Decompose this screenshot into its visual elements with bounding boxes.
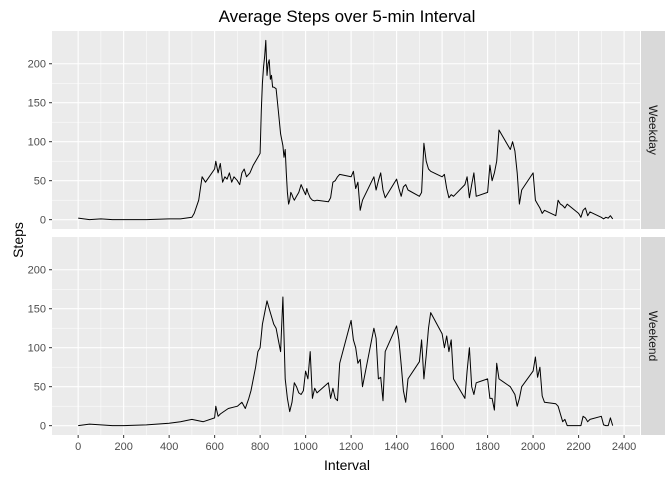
- y-tick-label: 100: [28, 137, 46, 149]
- x-tick-label: 2200: [566, 441, 590, 453]
- x-tick-label: 800: [251, 441, 269, 453]
- panel-background: [52, 237, 640, 435]
- y-tick-label: 150: [28, 304, 46, 316]
- y-tick-label: 200: [28, 265, 46, 277]
- x-tick-label: 1600: [430, 441, 454, 453]
- panel-background: [52, 31, 640, 229]
- x-tick-label: 600: [205, 441, 223, 453]
- y-tick-label: 150: [28, 98, 46, 110]
- facet-panel-weekday: 0 50 100 150 200 Weekday: [28, 31, 665, 229]
- y-tick-label: 50: [34, 176, 46, 188]
- x-tick-label: 2400: [612, 441, 636, 453]
- series-line-weekend: [78, 296, 614, 427]
- facet-strip: [641, 31, 665, 229]
- y-tick-label: 0: [40, 215, 46, 227]
- y-axis-title: Steps: [10, 222, 26, 258]
- x-tick-label: 200: [114, 441, 132, 453]
- x-tick-label: 1400: [384, 441, 408, 453]
- x-axis: 0 200 400 600 800 1000 1200 1400 1600 1800 2000 220…: [75, 435, 636, 453]
- facet-panel-weekend: 0 50 100 150 200 Weekend: [28, 237, 665, 435]
- series-line-weekday: [78, 39, 614, 221]
- facet-strip-label: Weekday: [646, 105, 660, 155]
- facet-strip: [641, 237, 665, 435]
- x-axis-title: Interval: [324, 457, 370, 473]
- x-tick-label: 1200: [339, 441, 363, 453]
- facet-strip-label: Weekend: [646, 311, 660, 361]
- y-tick-label: 0: [40, 421, 46, 433]
- y-tick-label: 200: [28, 59, 46, 71]
- x-tick-label: 2000: [521, 441, 545, 453]
- x-tick-label: 1000: [293, 441, 317, 453]
- y-tick-label: 100: [28, 343, 46, 355]
- facet-panels: 0 50 100 150 200 Weekday 0 50 100 150 200 Weekend: [28, 31, 665, 435]
- y-tick-label: 50: [34, 382, 46, 394]
- chart-title: Average Steps over 5-min Interval: [219, 7, 476, 26]
- x-tick-label: 0: [75, 441, 81, 453]
- x-tick-label: 400: [160, 441, 178, 453]
- x-tick-label: 1800: [475, 441, 499, 453]
